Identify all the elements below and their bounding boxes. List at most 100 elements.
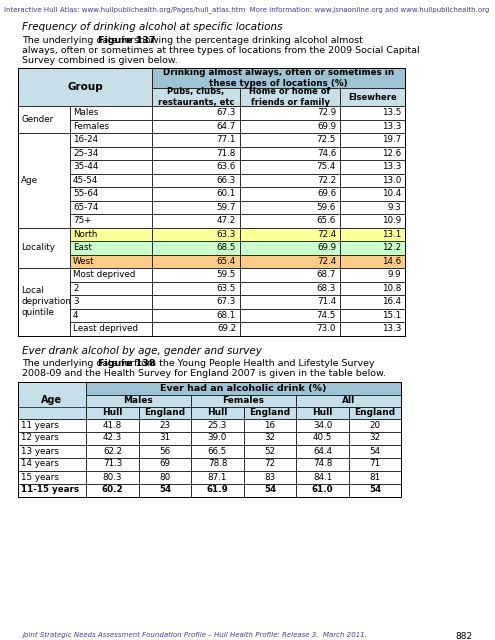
- Text: Joint Strategic Needs Assessment Foundation Profile – Hull Health Profile: Relea: Joint Strategic Needs Assessment Foundat…: [22, 632, 367, 638]
- Bar: [18, 133, 70, 227]
- Text: Females: Females: [222, 396, 264, 405]
- Bar: [70, 173, 152, 187]
- Text: 10.4: 10.4: [382, 189, 401, 198]
- Bar: [18, 68, 405, 335]
- Bar: [296, 419, 349, 431]
- Bar: [86, 470, 139, 483]
- Text: 87.1: 87.1: [208, 472, 227, 481]
- Bar: [191, 445, 244, 458]
- Bar: [296, 483, 349, 497]
- Bar: [139, 406, 191, 419]
- Bar: [70, 160, 152, 173]
- Bar: [70, 106, 152, 120]
- Text: 52: 52: [264, 447, 276, 456]
- Text: 81: 81: [369, 472, 381, 481]
- Text: Figure 138: Figure 138: [98, 358, 155, 367]
- Text: Figure 137: Figure 137: [98, 36, 155, 45]
- Text: The underlying data for: The underlying data for: [22, 36, 137, 45]
- Bar: [296, 431, 349, 445]
- Text: 72.4: 72.4: [317, 230, 336, 239]
- Text: 10.9: 10.9: [382, 216, 401, 225]
- Text: 13.1: 13.1: [382, 230, 401, 239]
- Bar: [86, 406, 139, 419]
- Bar: [296, 406, 349, 419]
- Bar: [152, 187, 240, 200]
- Text: 63.6: 63.6: [217, 163, 236, 172]
- Bar: [191, 431, 244, 445]
- Bar: [70, 308, 152, 322]
- Text: 16.4: 16.4: [382, 297, 401, 307]
- Text: 69.9: 69.9: [317, 122, 336, 131]
- Bar: [349, 458, 401, 470]
- Text: 13.3: 13.3: [382, 324, 401, 333]
- Bar: [240, 147, 340, 160]
- Bar: [244, 419, 296, 431]
- Text: 41.8: 41.8: [103, 420, 122, 429]
- Bar: [191, 394, 296, 406]
- Text: 77.1: 77.1: [217, 135, 236, 144]
- Bar: [86, 431, 139, 445]
- Bar: [340, 282, 405, 295]
- Bar: [139, 431, 191, 445]
- Text: 80.3: 80.3: [103, 472, 122, 481]
- Bar: [340, 106, 405, 120]
- Bar: [240, 120, 340, 133]
- Bar: [152, 308, 240, 322]
- Text: 69.9: 69.9: [317, 243, 336, 252]
- Text: 16-24: 16-24: [73, 135, 98, 144]
- Text: Locality: Locality: [21, 243, 55, 252]
- Bar: [70, 133, 152, 147]
- Text: 68.7: 68.7: [317, 270, 336, 279]
- Text: Survey combined is given below.: Survey combined is given below.: [22, 56, 178, 65]
- Text: Ever drank alcohol by age, gender and survey: Ever drank alcohol by age, gender and su…: [22, 346, 262, 355]
- Bar: [349, 419, 401, 431]
- Text: 16: 16: [264, 420, 276, 429]
- Text: Females: Females: [73, 122, 109, 131]
- Text: 66.3: 66.3: [217, 176, 236, 185]
- Bar: [244, 406, 296, 419]
- Text: 15.1: 15.1: [382, 311, 401, 320]
- Bar: [240, 133, 340, 147]
- Text: 71: 71: [369, 460, 381, 468]
- Bar: [18, 470, 86, 483]
- Text: 9.3: 9.3: [387, 203, 401, 212]
- Bar: [340, 214, 405, 227]
- Bar: [340, 133, 405, 147]
- Text: 72: 72: [264, 460, 276, 468]
- Bar: [244, 431, 296, 445]
- Text: East: East: [73, 243, 92, 252]
- Bar: [240, 322, 340, 335]
- Text: 84.1: 84.1: [313, 472, 332, 481]
- Bar: [340, 88, 405, 106]
- Text: 15 years: 15 years: [21, 472, 59, 481]
- Text: 72.2: 72.2: [317, 176, 336, 185]
- Text: 31: 31: [159, 433, 171, 442]
- Text: 12.6: 12.6: [382, 148, 401, 157]
- Bar: [340, 160, 405, 173]
- Bar: [240, 106, 340, 120]
- Bar: [349, 470, 401, 483]
- Text: 47.2: 47.2: [217, 216, 236, 225]
- Bar: [240, 88, 340, 106]
- Bar: [240, 268, 340, 282]
- Text: Males: Males: [124, 396, 153, 405]
- Bar: [152, 88, 240, 106]
- Text: Drinking almost always, often or sometimes in
these types of locations (%): Drinking almost always, often or sometim…: [163, 68, 394, 88]
- Text: 71.8: 71.8: [217, 148, 236, 157]
- Bar: [152, 268, 240, 282]
- Text: 9.9: 9.9: [388, 270, 401, 279]
- Text: 12 years: 12 years: [21, 433, 59, 442]
- Text: West: West: [73, 257, 95, 266]
- Bar: [18, 227, 70, 268]
- Bar: [86, 445, 139, 458]
- Text: 69.2: 69.2: [217, 324, 236, 333]
- Text: 78.8: 78.8: [208, 460, 227, 468]
- Text: Age: Age: [21, 176, 38, 185]
- Bar: [349, 431, 401, 445]
- Bar: [152, 282, 240, 295]
- Bar: [240, 227, 340, 241]
- Bar: [86, 483, 139, 497]
- Bar: [152, 68, 405, 88]
- Text: 10.8: 10.8: [382, 284, 401, 292]
- Text: 73.0: 73.0: [316, 324, 336, 333]
